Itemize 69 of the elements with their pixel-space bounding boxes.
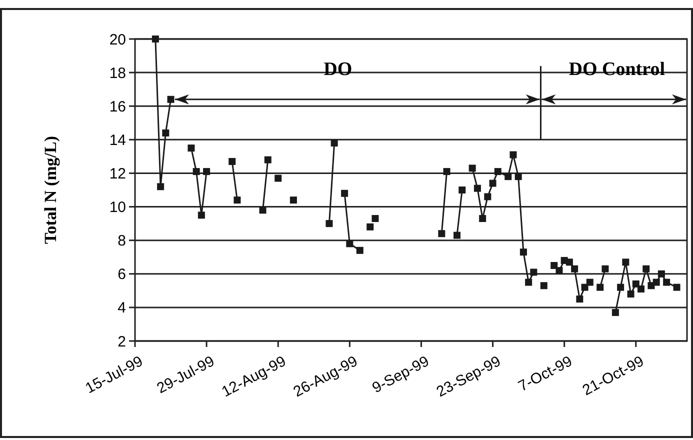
point <box>290 196 297 204</box>
point <box>596 284 604 291</box>
point <box>479 215 486 222</box>
point <box>525 278 532 286</box>
point <box>602 265 609 272</box>
point <box>438 230 446 238</box>
point <box>571 265 578 272</box>
point <box>474 184 481 192</box>
point <box>192 168 200 176</box>
point <box>326 220 333 228</box>
point <box>356 246 364 254</box>
point <box>341 190 348 197</box>
y-tick-label: 14 <box>109 132 126 149</box>
point <box>198 212 205 219</box>
point <box>330 140 338 147</box>
y-tick-label: 8 <box>118 232 126 250</box>
y-axis-title: Total N (mg/L) <box>41 136 60 244</box>
point <box>520 248 527 256</box>
point <box>586 278 594 286</box>
point <box>510 151 517 158</box>
point <box>372 215 379 222</box>
point <box>673 284 680 291</box>
point <box>652 278 660 286</box>
point <box>530 268 538 276</box>
point <box>658 270 665 278</box>
point <box>264 156 272 164</box>
point <box>274 174 282 182</box>
point <box>642 265 650 272</box>
point <box>638 285 644 292</box>
point <box>167 96 174 103</box>
point <box>489 180 496 187</box>
point <box>612 308 619 316</box>
point <box>566 258 573 266</box>
point <box>581 284 588 291</box>
point <box>188 144 195 152</box>
point <box>259 206 266 214</box>
point <box>366 223 374 230</box>
point <box>494 168 502 176</box>
point <box>540 282 548 290</box>
point <box>346 240 354 248</box>
point <box>550 262 558 269</box>
y-tick-label: 20 <box>109 31 126 48</box>
point <box>556 267 563 274</box>
point <box>484 193 492 200</box>
point <box>152 36 159 42</box>
y-tick-label: 2 <box>118 333 126 350</box>
y-tick-label: 18 <box>109 64 126 82</box>
point <box>514 173 522 180</box>
y-tick-label: 16 <box>109 98 126 116</box>
point <box>443 168 450 176</box>
point <box>454 232 460 239</box>
point <box>622 258 630 266</box>
point <box>504 173 512 180</box>
y-tick-label: 12 <box>109 165 126 182</box>
point <box>458 186 466 194</box>
point <box>162 129 170 136</box>
point <box>663 278 670 286</box>
y-tick-label: 4 <box>118 300 126 317</box>
point <box>234 196 241 204</box>
point <box>627 290 634 298</box>
point <box>468 164 476 172</box>
point <box>203 168 210 176</box>
point <box>228 158 236 165</box>
point <box>617 284 624 291</box>
point <box>632 280 640 288</box>
y-tick-label: 6 <box>118 266 126 284</box>
point <box>576 296 584 303</box>
y-tick-label: 10 <box>109 199 126 216</box>
point <box>157 183 164 190</box>
